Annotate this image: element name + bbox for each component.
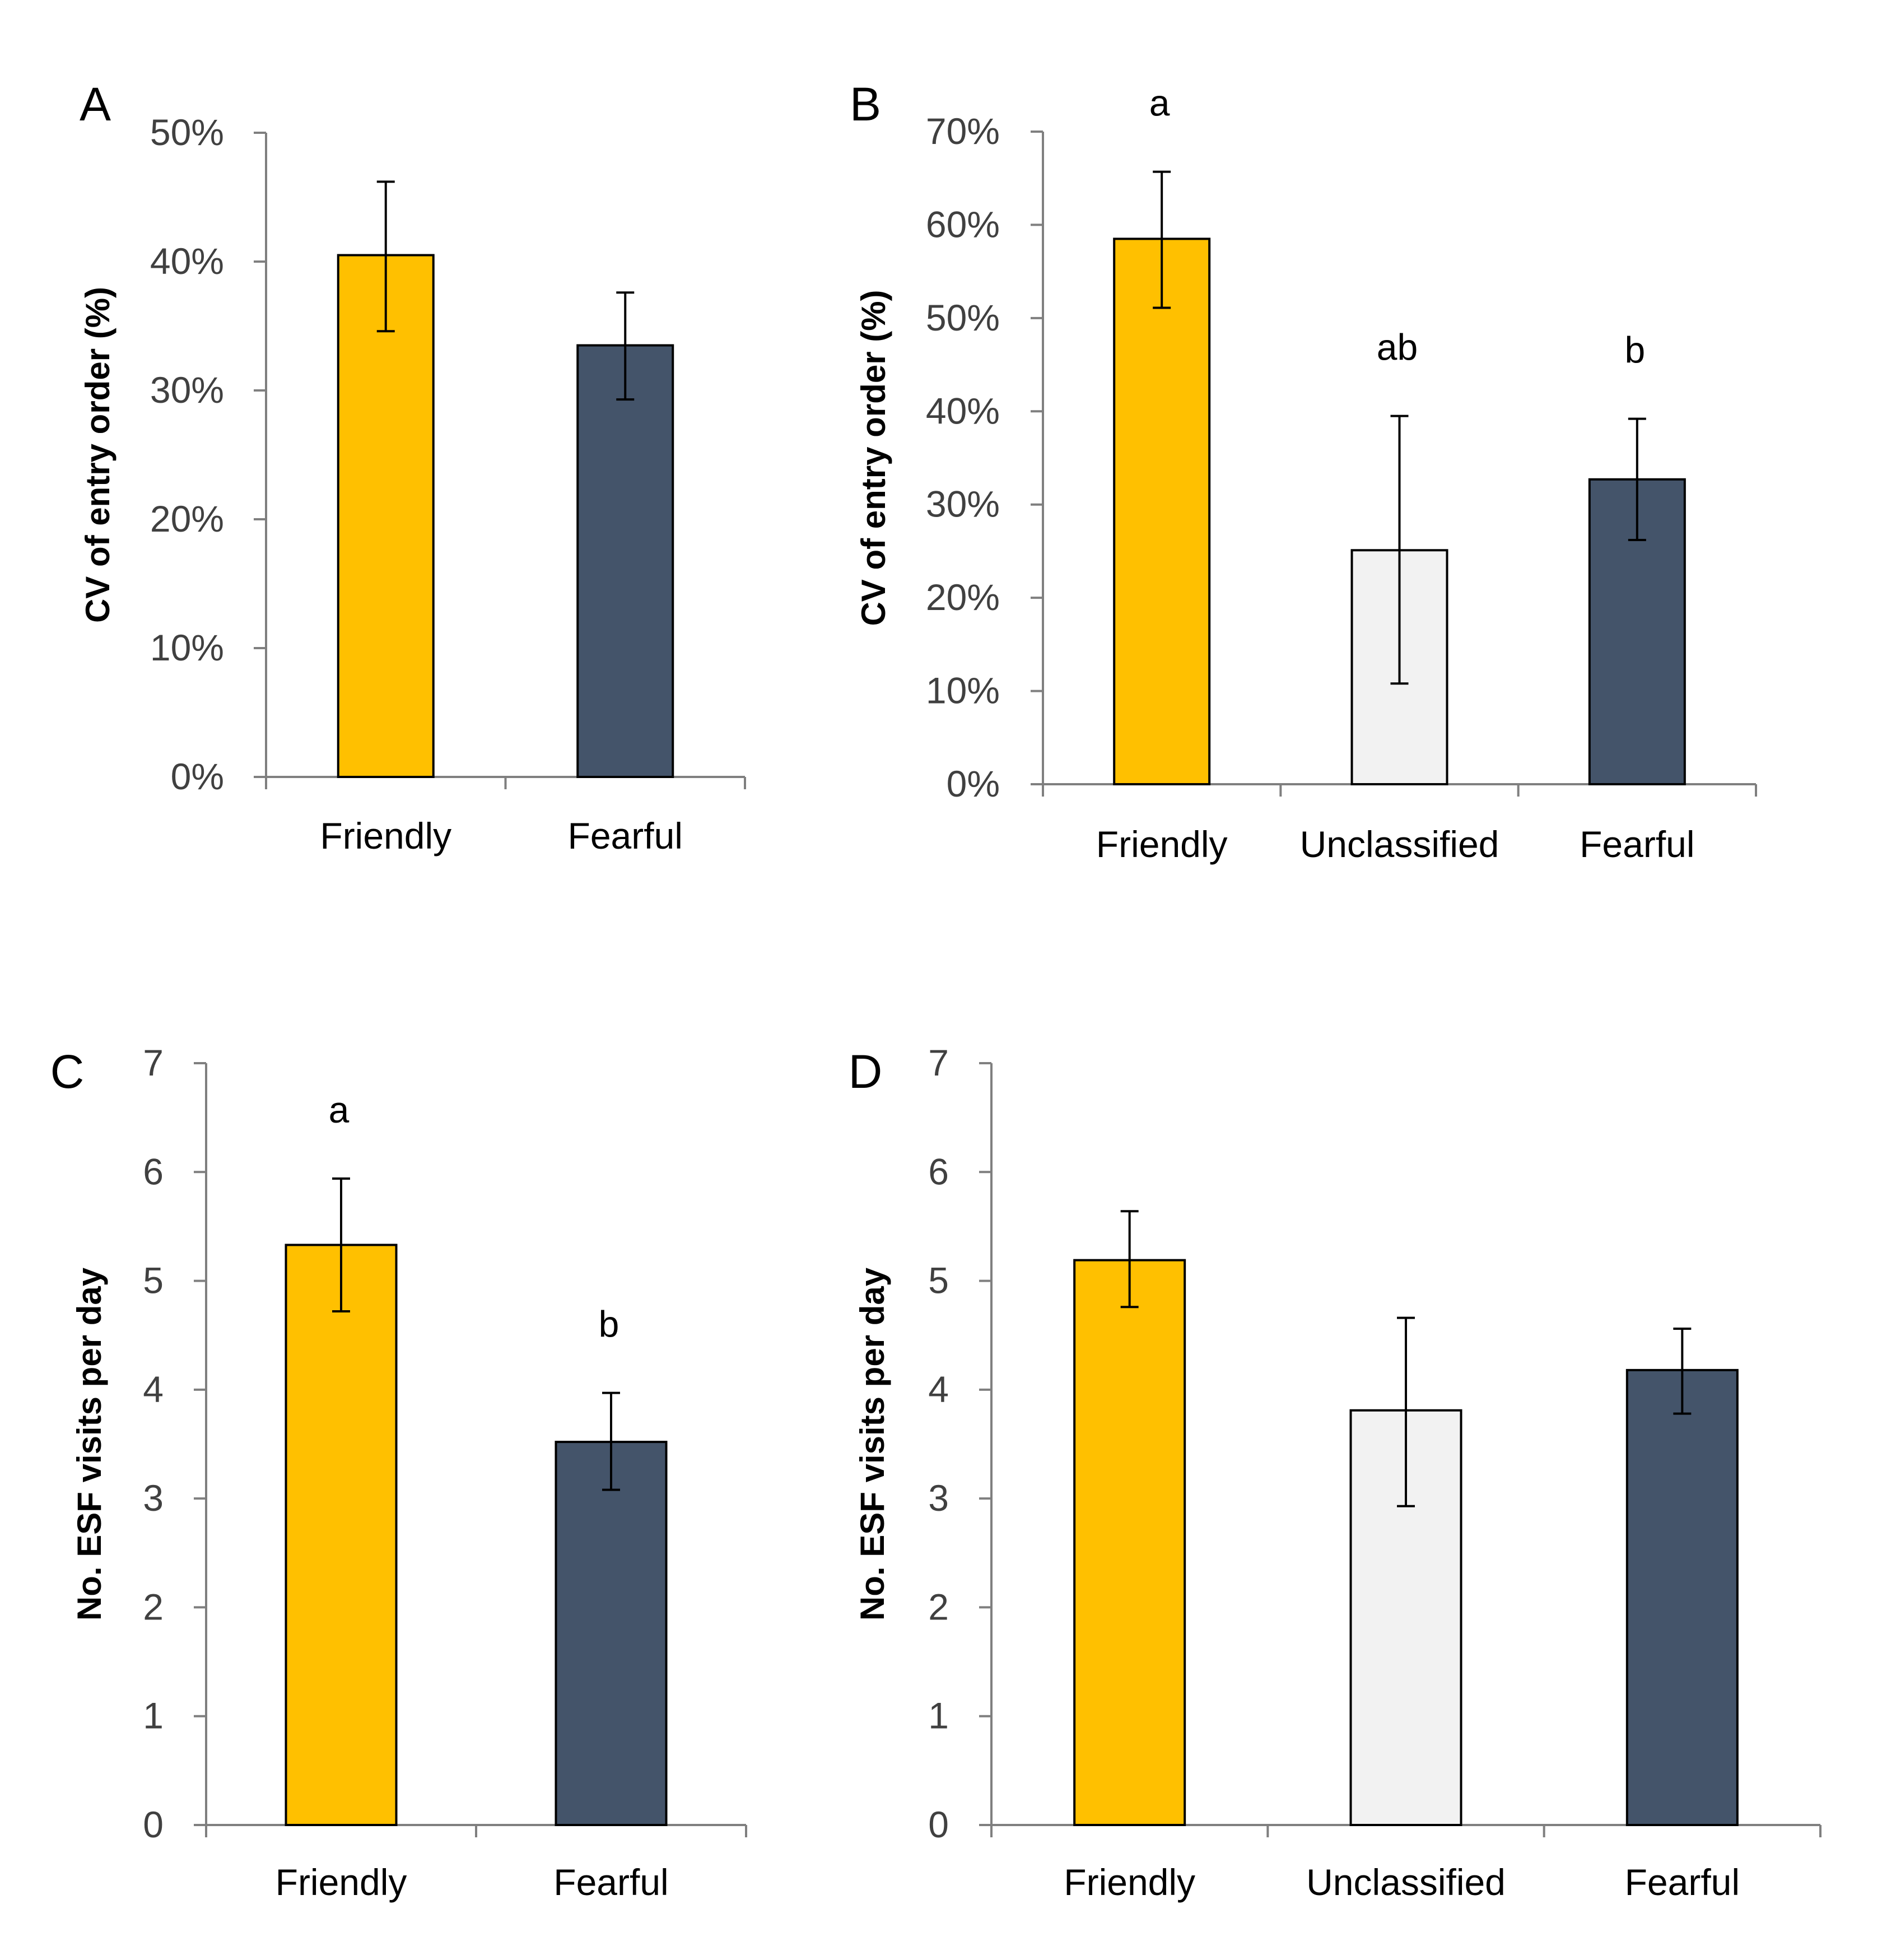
y-tick-label: 6 xyxy=(143,1151,164,1192)
chart-panel-c: C 0 1 2 3 4 5 6 7 Friendly a Fearful b No. ESF visits… xyxy=(50,1042,747,1903)
y-tick-label: 3 xyxy=(928,1477,949,1519)
y-tick-label: 40% xyxy=(926,390,1000,431)
x-category-label: Fearful xyxy=(568,815,683,856)
panel-letter: A xyxy=(80,78,111,131)
y-tick-label: 50% xyxy=(926,297,1000,338)
panel-letter: D xyxy=(849,1045,883,1098)
y-tick-label: 3 xyxy=(143,1477,164,1519)
panel-letter: C xyxy=(50,1045,85,1098)
bar-fearful xyxy=(555,1441,668,1826)
x-category-label: Friendly xyxy=(1064,1861,1195,1903)
y-axis-title: CV of entry order (%) xyxy=(79,287,117,623)
y-tick-label: 10% xyxy=(150,627,224,668)
bar-fearful xyxy=(576,344,674,778)
chart-panel-b: B 0% 10% 20% 30% 40% 50% 60% 70% Friendly a Unclass… xyxy=(850,78,1757,865)
significance-letter: ab xyxy=(1377,327,1418,368)
y-tick-label: 0% xyxy=(947,763,1000,804)
y-tick-label: 4 xyxy=(143,1368,164,1410)
bar-friendly xyxy=(337,254,435,778)
y-tick-label: 1 xyxy=(143,1695,164,1736)
y-tick-label: 0 xyxy=(143,1804,164,1845)
y-tick-label: 2 xyxy=(143,1586,164,1627)
y-tick-label: 6 xyxy=(928,1151,949,1192)
y-tick-label: 20% xyxy=(926,576,1000,618)
y-axis-title: CV of entry order (%) xyxy=(855,290,892,626)
x-category-label: Fearful xyxy=(1625,1861,1740,1903)
bar-friendly xyxy=(1073,1259,1186,1827)
x-category-label: Friendly xyxy=(276,1861,407,1903)
y-tick-label: 10% xyxy=(926,670,1000,711)
y-tick-label: 50% xyxy=(150,111,224,153)
y-tick-label: 20% xyxy=(150,498,224,539)
y-tick-label: 0% xyxy=(171,756,224,797)
y-tick-label: 5 xyxy=(143,1260,164,1301)
y-tick-label: 5 xyxy=(928,1260,949,1301)
y-tick-label: 7 xyxy=(928,1042,949,1083)
panel-letter: B xyxy=(850,78,881,131)
x-category-label: Fearful xyxy=(553,1861,668,1903)
bar-fearful xyxy=(1625,1368,1739,1826)
x-category-label: Friendly xyxy=(320,815,451,856)
y-tick-label: 2 xyxy=(928,1586,949,1627)
x-category-label: Unclassified xyxy=(1306,1861,1506,1903)
y-tick-label: 4 xyxy=(928,1368,949,1410)
chart-panel-d: D 0 1 2 3 4 5 6 7 Friendly Unclassified Fearful No. … xyxy=(849,1042,1822,1903)
bar-friendly xyxy=(285,1244,398,1826)
significance-letter: b xyxy=(599,1303,619,1345)
y-axis-title: No. ESF visits per day xyxy=(854,1267,891,1621)
significance-letter: b xyxy=(1624,329,1645,371)
y-tick-label: 30% xyxy=(150,369,224,411)
y-tick-label: 0 xyxy=(928,1804,949,1845)
x-category-label: Friendly xyxy=(1096,823,1228,865)
x-category-label: Unclassified xyxy=(1300,823,1499,865)
x-category-label: Fearful xyxy=(1580,823,1694,865)
significance-letter: a xyxy=(329,1089,350,1130)
y-tick-label: 70% xyxy=(926,110,1000,152)
y-tick-label: 40% xyxy=(150,240,224,282)
y-axis-title: No. ESF visits per day xyxy=(71,1267,108,1621)
y-tick-label: 60% xyxy=(926,203,1000,245)
bar-friendly xyxy=(1113,238,1211,785)
y-tick-label: 1 xyxy=(928,1695,949,1736)
chart-panel-a: A 0% 10% 20% 30% 40% 50% Friendly Fearful CV of e… xyxy=(79,78,746,856)
significance-letter: a xyxy=(1149,82,1170,124)
y-tick-label: 7 xyxy=(143,1042,164,1083)
y-tick-label: 30% xyxy=(926,483,1000,525)
